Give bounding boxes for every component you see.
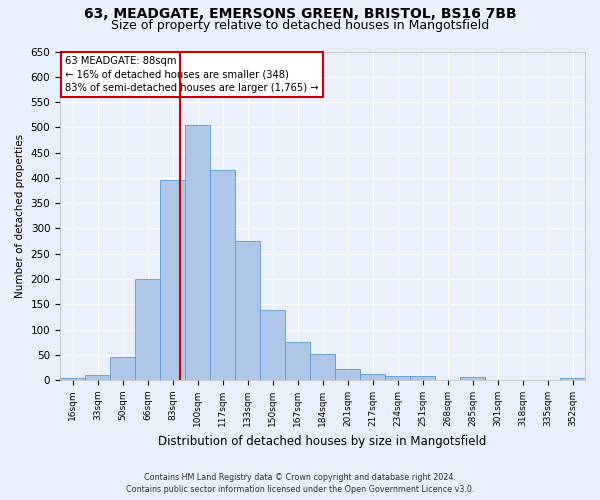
Bar (385, 376, 410, 380)
Text: Contains HM Land Registry data © Crown copyright and database right 2024.
Contai: Contains HM Land Registry data © Crown c… (126, 472, 474, 494)
Text: 63 MEADGATE: 88sqm
← 16% of detached houses are smaller (348)
83% of semi-detach: 63 MEADGATE: 88sqm ← 16% of detached hou… (65, 56, 319, 93)
Bar (85, 375, 110, 380)
Bar (60, 378, 85, 380)
Bar (185, 125, 210, 380)
Bar (235, 241, 260, 380)
Bar (460, 377, 485, 380)
Text: 63, MEADGATE, EMERSONS GREEN, BRISTOL, BS16 7BB: 63, MEADGATE, EMERSONS GREEN, BRISTOL, B… (83, 8, 517, 22)
X-axis label: Distribution of detached houses by size in Mangotsfield: Distribution of detached houses by size … (158, 434, 487, 448)
Bar (210, 170, 235, 380)
Text: Size of property relative to detached houses in Mangotsfield: Size of property relative to detached ho… (111, 19, 489, 32)
Bar (260, 310, 285, 380)
Bar (110, 358, 135, 380)
Bar (310, 354, 335, 380)
Bar (560, 378, 585, 380)
Bar (410, 376, 435, 380)
Bar (360, 374, 385, 380)
Bar (285, 342, 310, 380)
Bar (335, 369, 360, 380)
Bar (160, 180, 185, 380)
Y-axis label: Number of detached properties: Number of detached properties (15, 134, 25, 298)
Bar (135, 279, 160, 380)
